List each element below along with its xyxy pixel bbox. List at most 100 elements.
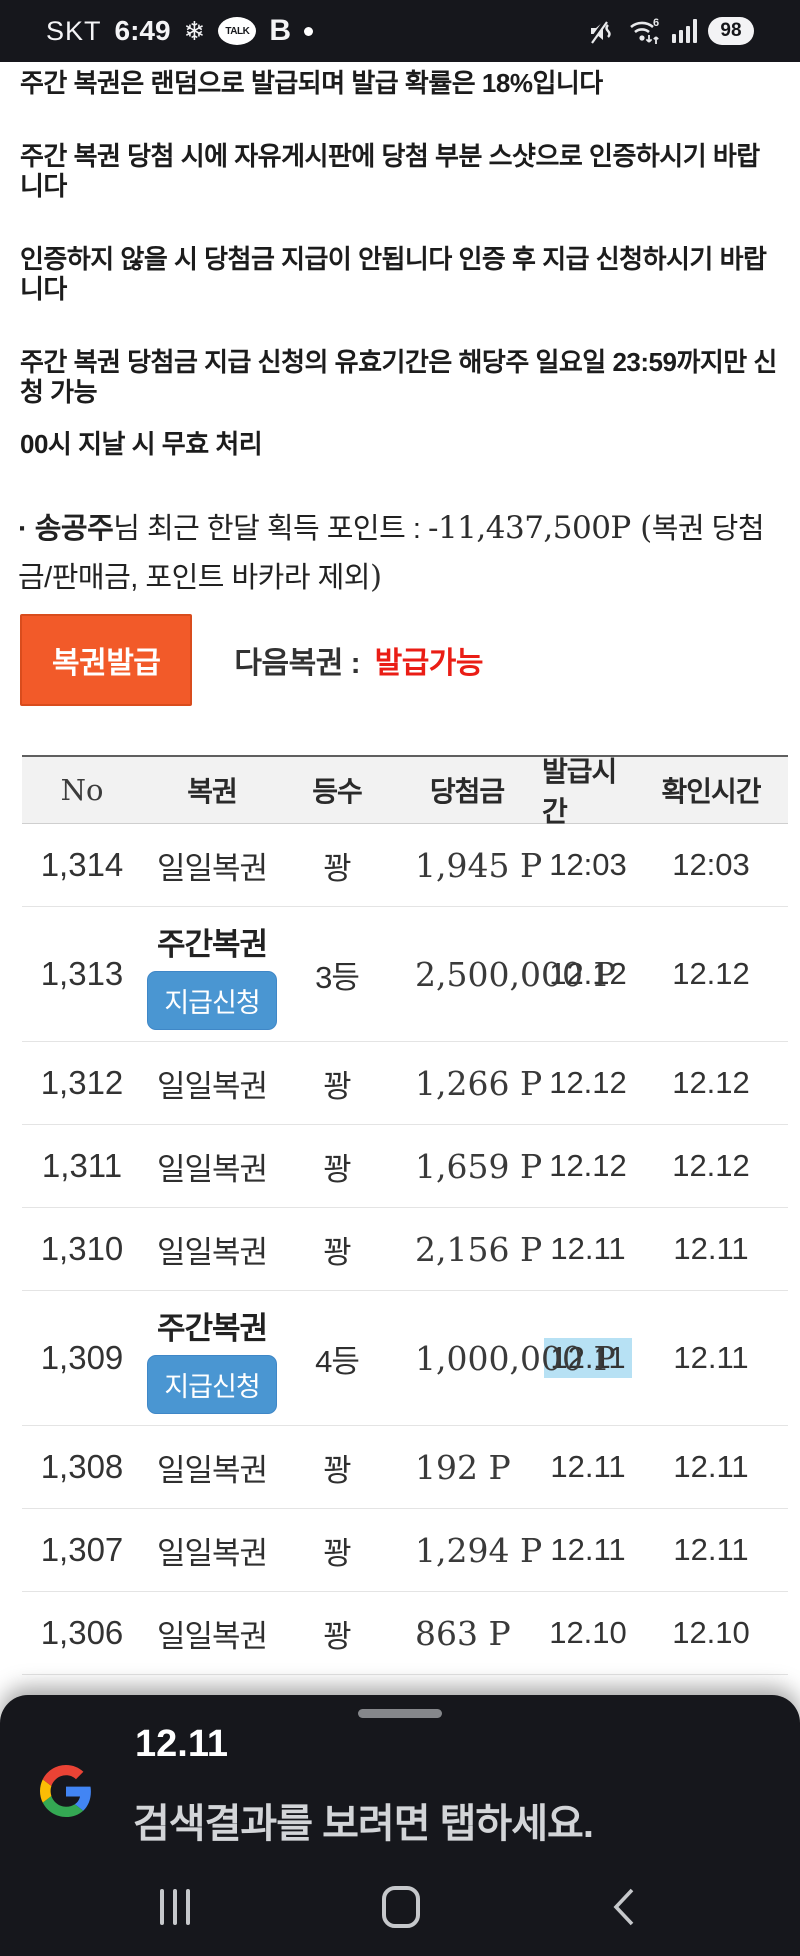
points-text: 님 최근 한달 획득 포인트 :	[113, 513, 428, 545]
row-lottery-cell: 일일복권	[142, 843, 282, 888]
points-note: 복권 당첨금/판매금, 포인트 바카라 제외	[18, 513, 765, 594]
home-button[interactable]	[382, 1886, 420, 1928]
row-prize-cell: 1,000,000 P	[392, 1339, 616, 1378]
row-checked-cell: 12.11	[634, 1532, 788, 1568]
row-lottery-cell: 일일복권	[142, 1611, 282, 1656]
row-no: 1,306	[40, 1614, 124, 1651]
row-prize-amount: 1,000,000 P	[415, 1338, 616, 1378]
row-checked-time: 12.10	[672, 1615, 750, 1650]
notice-line: 주간 복권은 랜덤으로 발급되며 발급 확률은 18%입니다	[20, 68, 603, 98]
lottery-type-label: 일일복권	[156, 1452, 268, 1488]
notice-line: 00시 지날 시 무효 처리	[20, 429, 263, 459]
row-checked-time: 12.11	[673, 1231, 749, 1266]
recents-button[interactable]	[160, 1889, 190, 1925]
row-lottery-cell: 일일복권	[142, 1528, 282, 1573]
carrier-label: SKT	[46, 15, 102, 46]
row-lottery-cell: 일일복권	[142, 1227, 282, 1272]
row-rank: 4등	[315, 1343, 360, 1379]
points-summary: · 송공주님 최근 한달 획득 포인트 : -11,437,500P (복권 당…	[18, 504, 782, 602]
row-issued-cell: 12.12	[542, 1148, 634, 1184]
row-rank: 꽝	[323, 850, 352, 886]
notice-line: 주간 복권 당첨금 지급 신청의 유효기간은 해당주 일요일 23:59까지만 …	[20, 347, 777, 407]
row-no: 1,314	[40, 846, 124, 883]
row-no: 1,307	[40, 1531, 124, 1568]
lottery-row: 1,314 일일복권 꽝 1,945 P 12:03 12:03	[22, 824, 788, 907]
row-issued-cell: 12.11	[542, 1231, 634, 1267]
row-no: 1,312	[40, 1064, 124, 1101]
paren-open: (	[630, 510, 652, 546]
row-issued-cell: 12:03	[542, 847, 634, 883]
row-no: 1,311	[41, 1147, 123, 1184]
row-checked-cell: 12:03	[634, 847, 788, 883]
issue-lottery-button[interactable]: 복권발급	[20, 614, 193, 706]
lottery-row: 1,310 일일복권 꽝 2,156 P 12.11 12.11	[22, 1208, 788, 1291]
row-prize-cell: 1,266 P	[392, 1064, 542, 1103]
row-prize-amount: 2,500,000 P	[415, 954, 616, 994]
row-issued-time: 12:03	[549, 847, 627, 882]
row-prize-amount: 1,945 P	[415, 845, 543, 885]
row-issued-cell: 12.11	[542, 1449, 634, 1485]
page-content: 주간 복권은 랜덤으로 발급되며 발급 확률은 18%입니다 주간 복권 당첨 …	[0, 62, 800, 1841]
claim-payment-button[interactable]: 지급신청	[147, 970, 277, 1030]
row-no: 1,313	[40, 955, 124, 992]
notification-dot-icon	[304, 26, 314, 36]
row-rank: 꽝	[323, 1068, 352, 1104]
header-lottery: 복권	[187, 776, 238, 807]
battery-percent-label: 98	[720, 20, 742, 41]
row-checked-cell: 12.11	[634, 1231, 788, 1267]
row-rank: 꽝	[323, 1618, 352, 1654]
issue-section: 복권발급 다음복권 : 발급가능	[20, 614, 780, 706]
row-checked-time: 12.11	[673, 1532, 749, 1567]
wifi6-icon: 6	[630, 17, 659, 44]
lottery-type-label: 일일복권	[156, 1234, 268, 1270]
lottery-table-body: 1,314 일일복권 꽝 1,945 P 12:03 12:03 1,313	[22, 824, 788, 1841]
signal-icon	[672, 19, 697, 43]
lottery-row: 1,307 일일복권 꽝 1,294 P 12.11 12.11	[22, 1509, 788, 1592]
lottery-row: 1,306 일일복권 꽝 863 P 12.10 12.10	[22, 1592, 788, 1675]
row-rank: 꽝	[323, 1452, 352, 1488]
row-prize-cell: 1,659 P	[392, 1147, 542, 1186]
lottery-type-label: 일일복권	[156, 1068, 268, 1104]
notice-line: 인증하지 않을 시 당첨금 지급이 안됩니다 인증 후 지급 신청하시기 바랍니…	[20, 244, 767, 304]
row-checked-cell: 12.12	[634, 1148, 788, 1184]
username-label: 송공주	[34, 513, 114, 545]
kakaotalk-icon: TALK	[218, 17, 257, 45]
back-button[interactable]	[612, 1887, 636, 1927]
lottery-row: 1,313 주간복권 지급신청 3등 2,500,000 P 12.12 12.…	[22, 907, 788, 1042]
search-query-label: 12.11	[135, 1723, 228, 1765]
header-issued-time: 발급시간	[542, 756, 617, 827]
row-prize-cell: 2,500,000 P	[392, 955, 616, 994]
next-lottery-label: 다음복권 :	[234, 647, 361, 680]
google-search-bottom-sheet[interactable]: 12.11 검색결과를 보려면 탭하세요.	[0, 1695, 800, 1956]
google-g-logo	[40, 1765, 91, 1817]
header-checked-time: 확인시간	[661, 776, 761, 807]
row-issued-time: 12.12	[549, 1148, 627, 1183]
row-rank: 3등	[315, 959, 360, 995]
navigation-bar	[0, 1881, 800, 1941]
row-checked-cell: 12.10	[634, 1615, 788, 1651]
header-prize: 당첨금	[429, 776, 505, 807]
row-issued-time: 12.11	[544, 1338, 632, 1378]
row-lottery-cell: 일일복권	[142, 1445, 282, 1490]
row-issued-cell: 12.12	[542, 956, 634, 992]
row-issued-time: 12.11	[550, 1532, 626, 1567]
row-prize-amount: 1,266 P	[415, 1063, 543, 1103]
row-prize-amount: 192 P	[415, 1447, 511, 1487]
tap-to-view-results-label[interactable]: 검색결과를 보려면 탭하세요.	[133, 1802, 594, 1846]
row-checked-cell: 12.12	[634, 956, 788, 992]
mute-icon	[588, 19, 611, 44]
claim-payment-button[interactable]: 지급신청	[147, 1354, 277, 1414]
row-checked-time: 12.11	[673, 1449, 749, 1484]
snowflake-icon: ❄	[183, 16, 206, 46]
row-prize-cell: 1,945 P	[392, 846, 542, 885]
lottery-row: 1,309 주간복권 지급신청 4등 1,000,000 P 12.11 12.…	[22, 1291, 788, 1426]
drag-handle[interactable]	[358, 1709, 442, 1718]
paren-close: )	[369, 559, 382, 595]
b-app-icon: B	[269, 14, 292, 47]
row-issued-time: 12.11	[550, 1231, 626, 1266]
row-rank: 꽝	[323, 1234, 352, 1270]
notice-line: 주간 복권 당첨 시에 자유게시판에 당첨 부분 스샷으로 인증하시기 바랍니다	[20, 141, 760, 201]
row-checked-time: 12.11	[673, 1340, 749, 1375]
row-checked-time: 12.12	[672, 1065, 750, 1100]
row-issued-time: 12.11	[550, 1449, 626, 1484]
